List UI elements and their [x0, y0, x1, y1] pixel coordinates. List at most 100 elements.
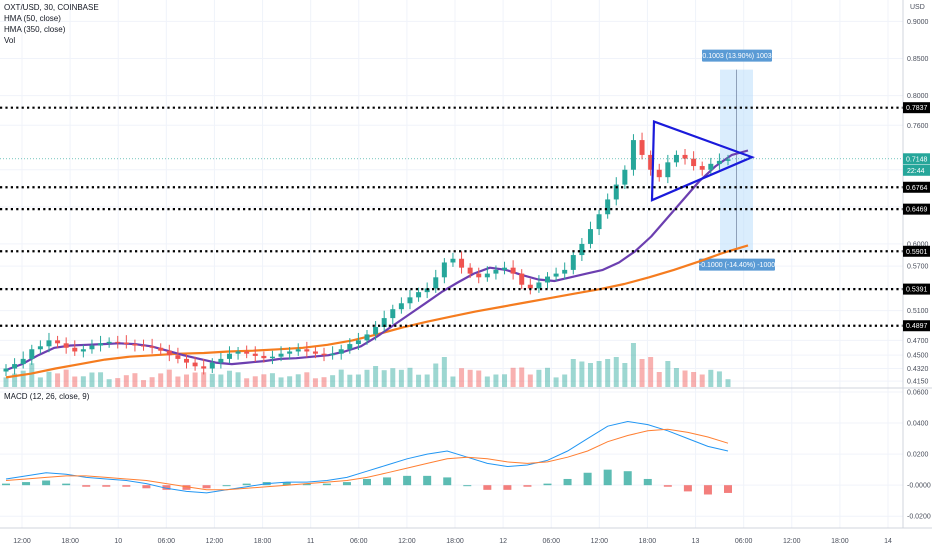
macd-histogram-bar [543, 483, 552, 486]
triangle-pattern-drawing[interactable] [650, 119, 755, 202]
candle-body [613, 184, 619, 200]
volume-bar [416, 374, 422, 387]
candle-body [605, 199, 611, 215]
macd-histogram-bar [42, 480, 51, 486]
candle-body [201, 366, 207, 369]
candle-body [665, 162, 671, 178]
candle-body [459, 258, 465, 268]
candle-body [355, 340, 361, 345]
horizontal-levels[interactable] [0, 106, 903, 327]
volume-bar [184, 374, 189, 387]
candle-body [587, 229, 593, 244]
volume-bar [613, 357, 619, 387]
candle-body [725, 159, 731, 161]
price-tick-label: 0.8000 [907, 93, 929, 100]
volume-bar [29, 363, 35, 387]
candle-body [209, 362, 215, 369]
currency-label: USD [910, 4, 925, 11]
volume-bar [398, 369, 404, 387]
candle-body [433, 277, 439, 289]
time-tick-label: 13 [692, 538, 700, 545]
volume-bar [252, 376, 258, 387]
macd-histogram-bar [282, 482, 291, 486]
macd-histogram-bar [162, 485, 171, 490]
candle-body [123, 342, 129, 345]
macd-line [5, 420, 729, 494]
macd-indicator [2, 420, 732, 495]
volume-bar [235, 372, 241, 387]
macd-histogram-bar [82, 485, 91, 487]
candle-body [347, 344, 353, 350]
volume-bar [261, 374, 267, 387]
macd-histogram-bar [724, 485, 732, 493]
macd-histogram-bar [443, 477, 452, 486]
candle-body [46, 340, 52, 347]
time-tick-label: 06:00 [350, 538, 368, 545]
candle-body [175, 355, 181, 359]
candle-body [622, 169, 628, 185]
volume-bar [562, 374, 568, 387]
price-tick-label: 0.9000 [907, 19, 929, 26]
macd-histogram-bar [302, 483, 311, 486]
volume-bar [381, 370, 387, 387]
macd-histogram-bar [643, 478, 652, 486]
candle-body [562, 269, 568, 274]
candle-body [630, 140, 636, 170]
level-tag-label: 0.5391 [906, 287, 928, 294]
volume-bar [106, 379, 112, 387]
hma50-legend[interactable]: HMA (50, close) [4, 14, 61, 23]
time-tick-label: 18:00 [61, 538, 79, 545]
macd-tick-label: 0.0600 [907, 390, 929, 397]
time-tick-label: 11 [307, 538, 314, 545]
price-tick-label: 0.5100 [907, 308, 929, 315]
macd-histogram-bar [563, 478, 572, 486]
vol-legend[interactable]: Vol [4, 36, 16, 45]
candle-body [416, 292, 422, 298]
volume-bar [355, 374, 361, 387]
volume-bar [716, 371, 722, 387]
macd-histogram-bar [182, 485, 191, 490]
candle-body [450, 258, 456, 263]
candle-body [184, 358, 189, 363]
volume-bar [226, 370, 232, 387]
candle-body [682, 154, 688, 159]
time-tick-label: 14 [884, 538, 892, 545]
volume-bar [622, 363, 628, 387]
volume-bar [536, 369, 542, 387]
volume-bar [278, 377, 284, 387]
time-axis[interactable]: 12:00 18:00 10 06:00 12:00 18:00 11 06:00 12:00 1… [13, 538, 892, 545]
volume-bar [570, 359, 576, 387]
level-tag [903, 320, 930, 332]
macd-histogram-bar [583, 472, 592, 486]
volume-bar [596, 361, 602, 387]
candle-body [106, 341, 112, 344]
time-tick-label: 12 [499, 538, 507, 545]
macd-histogram-bar [202, 485, 211, 489]
candle-body [519, 273, 525, 285]
volume-bar [158, 373, 164, 387]
macd-histogram-bar [423, 475, 432, 486]
symbol-title[interactable]: OXT/USD, 30, COINBASE [4, 3, 99, 12]
price-tick-label: 0.7600 [907, 123, 929, 130]
volume-bar [244, 378, 250, 387]
candle-body [141, 345, 147, 347]
time-tick-label: 18:00 [446, 538, 464, 545]
candle-body [553, 273, 559, 277]
candle-body [98, 343, 104, 346]
macd-axis[interactable]: 0.0600 0.0400 0.0200 -0.0000 -0.0200 [907, 390, 931, 521]
volume-bar [502, 374, 508, 387]
volume-bar [218, 374, 224, 387]
volume-bar [519, 367, 525, 387]
macd-tick-label: -0.0000 [907, 483, 931, 490]
volume-bar [63, 369, 69, 387]
macd-tick-label: 0.0400 [907, 421, 929, 428]
level-tag [903, 245, 930, 257]
time-tick-label: 18:00 [831, 538, 849, 545]
macd-histogram-bar [383, 477, 392, 486]
hma350-legend[interactable]: HMA (350, close) [4, 25, 66, 34]
macd-legend[interactable]: MACD (12, 26, close, 9) [4, 392, 90, 401]
candle-body [149, 346, 155, 348]
candle-body [218, 358, 224, 363]
candle-body [476, 273, 482, 278]
